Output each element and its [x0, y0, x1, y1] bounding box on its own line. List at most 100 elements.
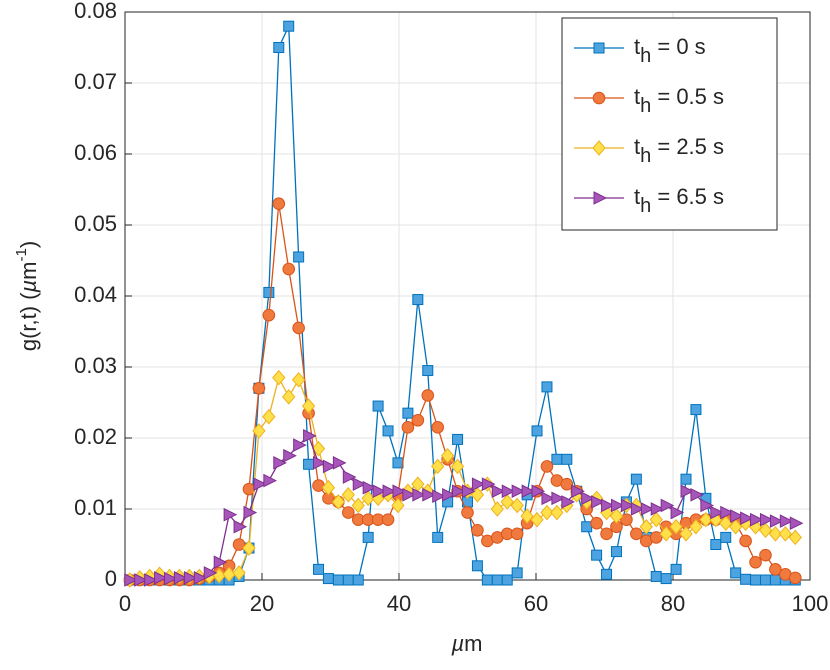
- marker: [124, 573, 138, 587]
- marker: [392, 457, 404, 469]
- marker: [283, 20, 295, 32]
- legend-marker: [592, 91, 606, 105]
- marker: [788, 571, 802, 585]
- marker: [321, 479, 336, 496]
- marker: [301, 398, 316, 414]
- marker: [432, 531, 444, 543]
- marker: [293, 251, 305, 263]
- marker: [511, 484, 526, 499]
- marker: [700, 498, 714, 513]
- marker: [342, 574, 354, 586]
- marker: [232, 538, 246, 551]
- legend-label: th = 0.5 s: [634, 84, 724, 117]
- marker: [730, 509, 744, 523]
- marker: [590, 516, 603, 530]
- marker: [391, 497, 405, 514]
- marker: [292, 321, 305, 335]
- plot-frame: [124, 11, 811, 581]
- marker: [481, 477, 496, 491]
- marker: [759, 512, 774, 527]
- y-axis-label: g(r,t) (µm-1): [13, 241, 41, 351]
- marker: [452, 484, 466, 499]
- marker: [788, 529, 802, 546]
- marker: [173, 571, 188, 585]
- marker: [322, 459, 337, 474]
- marker: [620, 513, 633, 526]
- marker: [740, 573, 752, 585]
- marker: [511, 567, 523, 579]
- marker: [510, 527, 524, 541]
- marker: [680, 473, 692, 485]
- x-tick-label: 100: [792, 591, 829, 616]
- marker: [491, 574, 503, 586]
- marker: [243, 505, 258, 520]
- marker: [758, 522, 773, 539]
- x-tick-label: 60: [524, 591, 548, 616]
- y-tick-label: 0.02: [74, 424, 117, 449]
- marker: [630, 527, 643, 541]
- marker: [342, 506, 355, 519]
- marker: [749, 555, 762, 569]
- marker: [382, 425, 394, 437]
- marker: [490, 501, 504, 517]
- marker: [520, 508, 534, 524]
- marker: [620, 498, 635, 513]
- marker: [601, 568, 613, 580]
- marker: [540, 460, 554, 473]
- marker: [759, 548, 772, 562]
- y-tick-label: 0: [105, 566, 117, 591]
- marker: [571, 484, 585, 499]
- marker: [352, 477, 367, 491]
- marker: [501, 484, 516, 499]
- marker: [272, 369, 286, 386]
- marker: [720, 505, 734, 520]
- marker: [303, 429, 317, 443]
- marker: [372, 484, 387, 499]
- marker: [640, 502, 655, 516]
- legend-label: th = 6.5 s: [634, 184, 724, 217]
- marker: [591, 495, 605, 509]
- marker: [342, 470, 357, 484]
- marker: [401, 421, 415, 434]
- x-tick-label: 40: [387, 591, 411, 616]
- marker: [471, 560, 483, 572]
- marker: [679, 526, 693, 542]
- marker: [778, 526, 792, 542]
- marker: [581, 521, 593, 533]
- marker: [610, 546, 622, 558]
- marker: [233, 519, 248, 534]
- marker: [382, 484, 397, 499]
- marker: [272, 197, 286, 210]
- marker: [600, 527, 613, 541]
- legend-marker: [593, 42, 605, 54]
- marker: [670, 505, 685, 520]
- marker: [421, 389, 435, 402]
- legend-label: th = 0 s: [634, 34, 706, 67]
- marker: [283, 448, 297, 463]
- marker: [531, 425, 543, 437]
- marker: [540, 504, 554, 521]
- marker: [660, 573, 672, 585]
- y-tick-label: 0.07: [74, 69, 117, 94]
- y-tick-label: 0.01: [74, 495, 117, 520]
- marker: [550, 504, 564, 521]
- marker: [144, 573, 158, 587]
- marker: [203, 566, 218, 580]
- marker: [768, 526, 783, 542]
- marker: [253, 477, 268, 491]
- marker: [262, 308, 276, 322]
- marker: [789, 516, 804, 531]
- marker: [669, 518, 683, 535]
- marker: [252, 423, 266, 439]
- marker: [510, 497, 524, 514]
- marker: [521, 484, 536, 499]
- marker: [431, 421, 445, 434]
- marker: [551, 453, 563, 465]
- marker: [222, 566, 236, 583]
- legend-marker: [593, 191, 608, 205]
- marker: [759, 574, 771, 586]
- marker: [491, 484, 506, 499]
- marker: [561, 495, 575, 509]
